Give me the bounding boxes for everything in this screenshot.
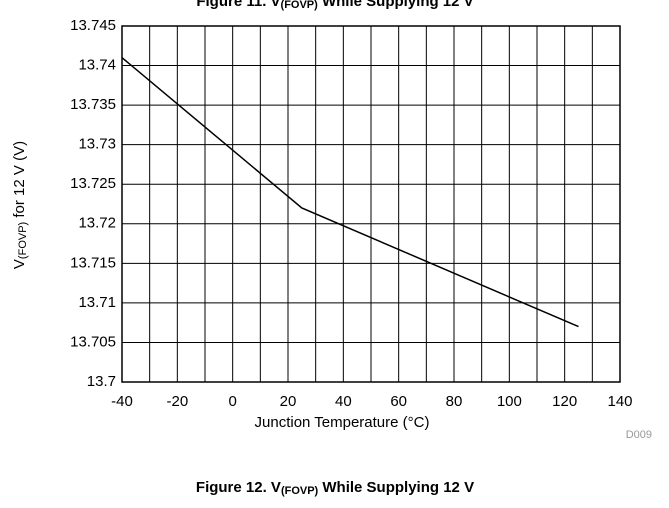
caption-sub: (FOVP) [281, 485, 319, 497]
x-tick-label: 20 [280, 393, 297, 410]
title-part: Figure 11. V [196, 0, 280, 10]
data-line [121, 57, 579, 328]
caption-part: Figure 12. V [196, 479, 281, 496]
plot-frame [121, 25, 621, 383]
y-tick-label: 13.735 [70, 96, 116, 113]
y-tick-label: 13.725 [70, 175, 116, 192]
figure-code: D009 [626, 429, 652, 441]
ylabel-part: for 12 V (V) [11, 141, 28, 222]
x-tick-label: 140 [607, 393, 632, 410]
x-tick-label: 120 [552, 393, 577, 410]
x-tick-label: 60 [390, 393, 407, 410]
y-tick-label: 13.73 [78, 136, 116, 153]
y-tick-label: 13.745 [70, 17, 116, 34]
y-tick-label: 13.715 [70, 254, 116, 271]
x-tick-label: -40 [111, 393, 133, 410]
x-tick-label: 100 [497, 393, 522, 410]
ylabel-sub: (FOVP) [17, 222, 29, 259]
title-part: While Supplying 12 V [318, 0, 474, 10]
y-tick-label: 13.705 [70, 333, 116, 350]
figure-caption: Figure 12. V(FOVP) While Supplying 12 V [196, 479, 474, 497]
caption-part: While Supplying 12 V [318, 479, 474, 496]
title-sub: (FOVP) [281, 0, 319, 11]
x-tick-label: -20 [166, 393, 188, 410]
x-tick-label: 0 [228, 393, 236, 410]
x-tick-label: 40 [335, 393, 352, 410]
y-tick-label: 13.71 [78, 294, 116, 311]
x-axis-label: Junction Temperature (°C) [255, 414, 430, 431]
ylabel-part: V [11, 259, 28, 269]
y-tick-label: 13.74 [78, 57, 116, 74]
x-tick-label: 80 [446, 393, 463, 410]
y-axis-label: V(FOVP) for 12 V (V) [11, 141, 29, 269]
chart-title: Figure 11. V(FOVP) While Supplying 12 V [196, 0, 473, 11]
y-tick-label: 13.72 [78, 215, 116, 232]
y-tick-label: 13.7 [87, 373, 116, 390]
